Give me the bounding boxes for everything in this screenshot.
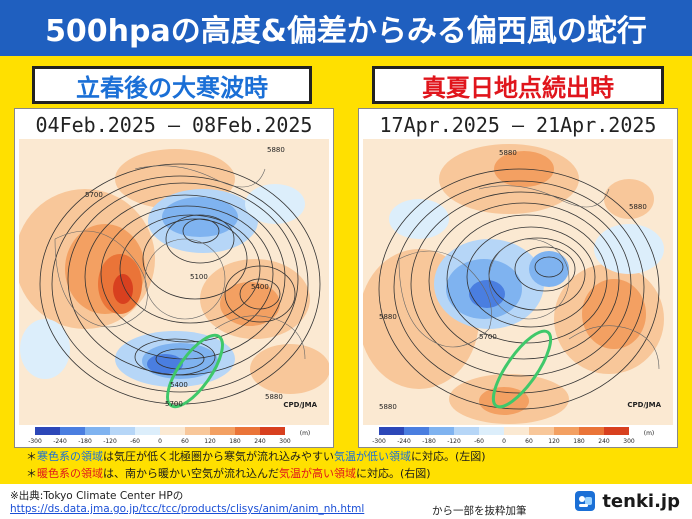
contour-label: 5400 <box>170 381 188 389</box>
scale-unit: (m) <box>644 430 655 437</box>
tenki-logo-text: tenki.jp <box>602 490 680 512</box>
scale-tick: -300 <box>28 438 42 445</box>
high-temp-term: 気温が高い領域 <box>279 467 356 480</box>
right-credit: CPD/JMA <box>627 401 661 409</box>
tenki-logo[interactable]: tenki.jp <box>574 490 680 512</box>
scale-unit: (m) <box>300 430 311 437</box>
scale-tick: -240 <box>53 438 67 445</box>
scale-tick: -60 <box>130 438 140 445</box>
contour-label: 5880 <box>629 203 647 211</box>
note-warm: ＊暖色系の領域は、南から暖かい空気が流れ込んだ気温が高い領域に対応。(右図) <box>26 465 431 481</box>
cold-region-term: 寒色系の領域 <box>37 450 103 463</box>
scale-tick: -240 <box>397 438 411 445</box>
contour-label: 5880 <box>499 149 517 157</box>
scale-tick: -180 <box>422 438 436 445</box>
scale-tick: 0 <box>158 438 162 445</box>
contour-label: 5700 <box>165 400 183 408</box>
contour-label: 5700 <box>479 333 497 341</box>
scale-tick: 300 <box>623 438 635 445</box>
contour-label: 5880 <box>265 393 283 401</box>
scale-tick: -120 <box>103 438 117 445</box>
source-suffix: から一部を抜粋加筆 <box>432 505 527 517</box>
warm-region-term: 暖色系の領域 <box>37 467 103 480</box>
contour-label: 5100 <box>190 273 208 281</box>
low-temp-term: 気温が低い領域 <box>334 450 411 463</box>
scale-tick: 60 <box>525 438 533 445</box>
source-caption: ※出典:Tokyo Climate Center HPの <box>10 490 184 502</box>
page-title: 500hpaの高度&偏差からみる偏西風の蛇行 <box>0 0 692 56</box>
footer: ※出典:Tokyo Climate Center HPの https://ds.… <box>0 484 692 519</box>
tenki-logo-icon <box>575 491 596 511</box>
contour-label: 5880 <box>267 146 285 154</box>
scale-tick: -120 <box>447 438 461 445</box>
note-text: に対応。(左図) <box>411 450 486 463</box>
contour-label: 5400 <box>251 283 269 291</box>
note-text: は、南から暖かい空気が流れ込んだ <box>103 467 279 480</box>
source-link[interactable]: https://ds.data.jma.go.jp/tcc/tcc/produc… <box>10 503 365 515</box>
scale-tick: 240 <box>254 438 266 445</box>
left-panel-label: 立春後の大寒波時 <box>32 66 312 104</box>
note-bullet: ＊ <box>26 467 37 480</box>
left-date-range: 04Feb.2025 – 08Feb.2025 <box>35 113 313 137</box>
explanation-notes: ＊寒色系の領域は気圧が低く北極圏から寒気が流れ込みやすい気温が低い領域に対応。(… <box>0 448 692 484</box>
scale-tick: -300 <box>372 438 386 445</box>
contour-label: 5880 <box>379 403 397 411</box>
scale-tick: -60 <box>474 438 484 445</box>
note-text: に対応。(右図) <box>356 467 431 480</box>
scale-tick: 300 <box>279 438 291 445</box>
left-map-panel: -300 -240 -180 -120 -60 0 60 120 180 240… <box>14 108 334 448</box>
scale-tick: 180 <box>229 438 241 445</box>
contour-label: 5880 <box>379 313 397 321</box>
right-date-range: 17Apr.2025 – 21Apr.2025 <box>379 113 657 137</box>
right-panel-label: 真夏日地点続出時 <box>372 66 664 104</box>
note-cold: ＊寒色系の領域は気圧が低く北極圏から寒気が流れ込みやすい気温が低い領域に対応。(… <box>26 448 486 464</box>
scale-tick: 120 <box>548 438 560 445</box>
left-height-anomaly-map: -300 -240 -180 -120 -60 0 60 120 180 240… <box>19 139 329 445</box>
note-bullet: ＊ <box>26 450 37 463</box>
left-credit: CPD/JMA <box>283 401 317 409</box>
scale-tick: 180 <box>573 438 585 445</box>
right-map-panel: -300 -240 -180 -120 -60 0 60 120 180 240… <box>358 108 678 448</box>
scale-tick: -180 <box>78 438 92 445</box>
scale-tick: 60 <box>181 438 189 445</box>
scale-tick: 240 <box>598 438 610 445</box>
scale-tick: 0 <box>502 438 506 445</box>
right-height-anomaly-map: -300 -240 -180 -120 -60 0 60 120 180 240… <box>363 139 673 445</box>
scale-tick: 120 <box>204 438 216 445</box>
note-text: は気圧が低く北極圏から寒気が流れ込みやすい <box>103 450 334 463</box>
contour-label: 5700 <box>85 191 103 199</box>
